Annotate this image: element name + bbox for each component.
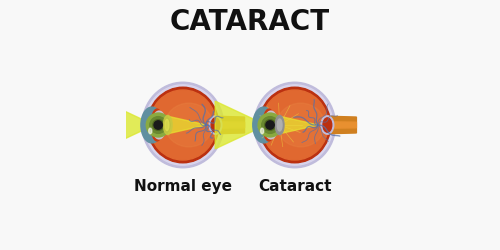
Text: Cataract: Cataract	[258, 179, 332, 194]
Circle shape	[154, 121, 162, 129]
Ellipse shape	[144, 85, 221, 165]
Ellipse shape	[321, 116, 334, 134]
Ellipse shape	[254, 82, 336, 168]
Circle shape	[258, 113, 282, 137]
Circle shape	[150, 117, 166, 133]
Ellipse shape	[147, 87, 218, 163]
Circle shape	[264, 120, 276, 130]
Ellipse shape	[277, 103, 324, 147]
Ellipse shape	[264, 111, 278, 139]
Ellipse shape	[259, 87, 330, 163]
Polygon shape	[104, 101, 154, 149]
Circle shape	[153, 120, 164, 130]
Ellipse shape	[262, 90, 328, 160]
Ellipse shape	[165, 120, 169, 130]
Polygon shape	[216, 122, 244, 128]
Ellipse shape	[276, 116, 284, 134]
Polygon shape	[215, 101, 266, 149]
Ellipse shape	[151, 109, 163, 141]
Ellipse shape	[148, 128, 152, 134]
Ellipse shape	[209, 116, 222, 134]
Ellipse shape	[164, 116, 172, 134]
Ellipse shape	[260, 128, 264, 134]
Polygon shape	[216, 116, 244, 134]
Circle shape	[262, 117, 278, 133]
Ellipse shape	[211, 118, 220, 132]
Ellipse shape	[165, 103, 212, 147]
Circle shape	[266, 121, 274, 129]
Ellipse shape	[323, 118, 332, 132]
Ellipse shape	[263, 109, 275, 141]
Polygon shape	[280, 116, 318, 134]
Circle shape	[146, 113, 170, 137]
Polygon shape	[328, 122, 356, 128]
Ellipse shape	[277, 119, 282, 131]
Polygon shape	[168, 116, 206, 134]
Ellipse shape	[142, 82, 224, 168]
Ellipse shape	[253, 107, 274, 143]
Text: CATARACT: CATARACT	[170, 8, 330, 36]
Polygon shape	[328, 116, 356, 134]
Ellipse shape	[150, 90, 216, 160]
Ellipse shape	[152, 111, 166, 139]
Ellipse shape	[256, 85, 333, 165]
Text: Normal eye: Normal eye	[134, 179, 232, 194]
Ellipse shape	[141, 107, 163, 143]
